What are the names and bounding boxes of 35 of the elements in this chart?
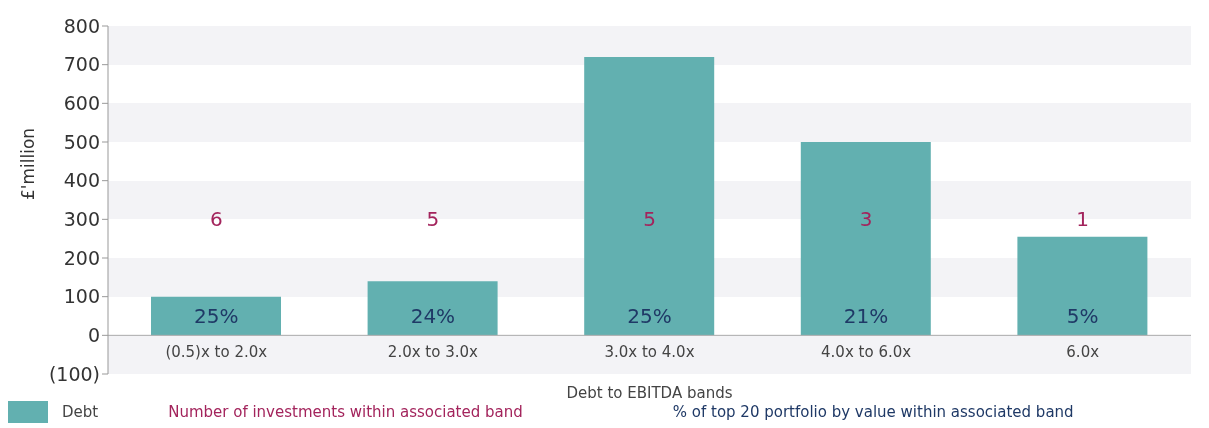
y-tick-label: 400 [63,169,100,192]
y-tick-label: 700 [63,53,100,76]
y-tick-label: 300 [63,208,100,231]
x-axis-title: Debt to EBITDA bands [566,384,733,402]
annotation: 5% [1066,304,1099,329]
annotation: 21% [843,304,889,329]
y-tick-label: 800 [63,14,100,37]
annotation: 24% [410,304,456,329]
bar [800,142,931,336]
text: Number of investments within associated band [168,403,523,421]
y-tick-label: 500 [63,130,100,153]
annotation: 5 [643,207,656,232]
y-tick-label: (100) [48,362,100,385]
x-tick-label: 2.0x to 3.0x [387,342,479,361]
legend-label: Debt [62,403,99,421]
annotation: 6 [209,207,223,232]
annotation: 25% [627,304,672,329]
annotation: 25% [194,304,239,329]
text: % of top 20 portfolio by value within associated band [672,403,1074,421]
bar [151,296,281,336]
y-tick-label: 100 [63,285,100,308]
x-tick-label: 4.0x to 6.0x [821,342,912,361]
bar [1017,236,1148,336]
x-tick-label: 6.0x [1066,342,1100,361]
y-tick-label: 200 [63,246,100,269]
annotation: 3 [859,207,873,232]
bar [367,281,498,336]
x-tick-label: 3.0x to 4.0x [604,342,695,361]
annotation: 5 [426,207,440,232]
x-tick-label: (0.5)x to 2.0x [165,342,268,361]
y-tick-label: 0 [87,324,100,347]
bar [584,56,715,336]
y-tick-label: 600 [63,92,100,115]
annotation: 1 [1076,207,1090,232]
y-axis-title: £'million [18,127,39,200]
